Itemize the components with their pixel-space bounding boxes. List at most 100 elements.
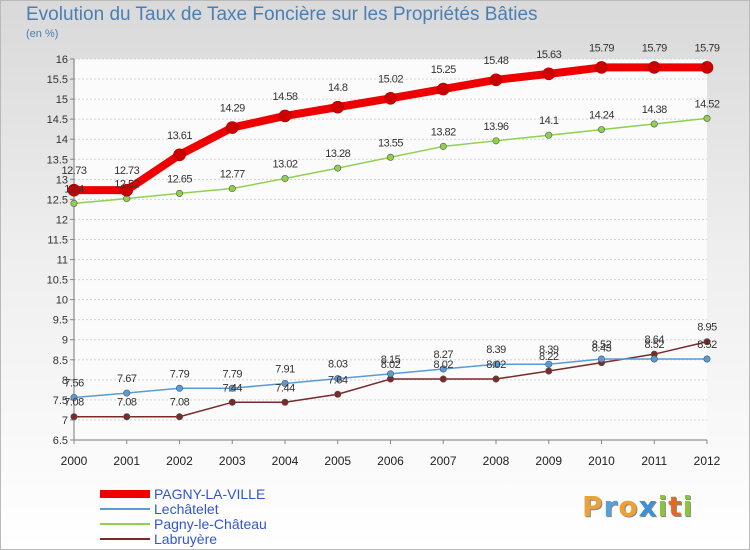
y-tick-label: 12.5 xyxy=(47,194,68,206)
logo-letter: t xyxy=(668,490,683,523)
data-label: 7.44 xyxy=(223,382,243,394)
data-point xyxy=(436,82,450,96)
data-point xyxy=(439,365,447,373)
legend-item: PAGNY-LA-VILLE xyxy=(100,486,267,501)
data-label: 14.1 xyxy=(539,115,559,127)
data-label: 13.61 xyxy=(167,130,192,142)
legend: PAGNY-LA-VILLE Lechâtelet Pagny-le-Château… xyxy=(100,486,267,546)
legend-label: Pagny-le-Château xyxy=(154,515,267,532)
data-label: 13.82 xyxy=(431,126,456,138)
data-label: 8.27 xyxy=(434,349,454,361)
logo-letter: x xyxy=(638,490,658,523)
data-label: 12.65 xyxy=(167,173,192,185)
data-point xyxy=(331,100,345,114)
data-label: 8.39 xyxy=(486,344,506,356)
x-tick-label: 2001 xyxy=(113,454,140,468)
data-label: 8.15 xyxy=(381,354,401,366)
y-tick-label: 8.5 xyxy=(53,355,68,367)
data-label: 7.91 xyxy=(275,363,295,375)
y-tick-label: 13.5 xyxy=(47,154,68,166)
data-label: 13.55 xyxy=(378,137,403,149)
x-tick-label: 2010 xyxy=(588,454,615,468)
logo-letter: o xyxy=(618,490,639,523)
data-point xyxy=(120,183,134,197)
data-point xyxy=(492,360,500,368)
data-point xyxy=(597,126,605,134)
data-label: 14.8 xyxy=(328,82,348,94)
data-label: 14.29 xyxy=(220,103,245,115)
legend-swatch xyxy=(100,523,150,526)
y-tick-label: 10 xyxy=(56,295,68,307)
data-label: 8.39 xyxy=(539,344,559,356)
y-tick-label: 13 xyxy=(56,174,68,186)
legend-swatch xyxy=(100,490,150,499)
data-point xyxy=(597,355,605,363)
logo-letter: i xyxy=(657,490,669,523)
data-point xyxy=(281,398,289,406)
data-point xyxy=(595,61,608,74)
y-tick-label: 14 xyxy=(56,134,68,146)
y-tick-label: 7.5 xyxy=(53,395,68,407)
data-label: 8.22 xyxy=(539,351,559,363)
data-label: 8.43 xyxy=(592,343,612,355)
data-point xyxy=(492,375,500,383)
data-label: 7.08 xyxy=(117,397,137,409)
x-tick-label: 2005 xyxy=(324,454,351,468)
data-label: 8.95 xyxy=(697,322,717,334)
x-tick-label: 2004 xyxy=(272,454,299,468)
x-tick-label: 2007 xyxy=(430,454,457,468)
legend-item: Lechâtelet xyxy=(100,501,267,516)
data-label: 7.79 xyxy=(223,368,243,380)
data-point xyxy=(650,355,658,363)
data-label: 15.48 xyxy=(483,55,508,67)
data-label: 7.08 xyxy=(170,397,190,409)
data-point xyxy=(489,73,503,87)
data-point xyxy=(123,389,131,397)
y-tick-label: 16 xyxy=(56,54,68,66)
y-tick-label: 14.5 xyxy=(47,114,68,126)
data-point xyxy=(334,375,342,383)
y-tick-label: 9.5 xyxy=(53,315,68,327)
data-label: 12.77 xyxy=(220,169,245,181)
logo-letter: i xyxy=(682,490,694,523)
data-point xyxy=(647,61,661,74)
data-point xyxy=(703,338,711,346)
legend-swatch xyxy=(100,538,150,541)
data-label: 15.79 xyxy=(589,42,614,54)
data-point xyxy=(545,131,553,139)
data-point xyxy=(67,183,81,197)
y-tick-label: 15.5 xyxy=(47,74,68,86)
data-point xyxy=(545,360,553,368)
data-point xyxy=(176,413,184,421)
data-label: 8.02 xyxy=(434,359,454,371)
data-label: 7.44 xyxy=(275,382,295,394)
data-point xyxy=(228,398,236,406)
data-label: 15.25 xyxy=(431,64,456,76)
y-tick-label: 15 xyxy=(56,94,68,106)
data-point xyxy=(173,148,186,162)
legend-label: Labruyère xyxy=(154,530,218,547)
x-tick-label: 2009 xyxy=(535,454,562,468)
chart-title: Evolution du Taux de Taxe Foncière sur l… xyxy=(26,4,538,25)
data-point xyxy=(123,413,131,421)
data-label: 13.28 xyxy=(325,148,350,160)
data-point xyxy=(70,393,78,401)
data-label: 8.64 xyxy=(645,334,665,346)
data-point xyxy=(176,189,184,197)
data-point xyxy=(278,109,292,123)
data-label: 14.52 xyxy=(694,98,719,110)
data-label: 8.52 xyxy=(592,339,612,351)
data-label: 15.79 xyxy=(642,42,667,54)
data-label: 13.02 xyxy=(272,159,297,171)
data-point xyxy=(384,92,397,105)
data-label: 7.79 xyxy=(170,368,190,380)
data-label: 13.96 xyxy=(483,121,508,133)
y-tick-label: 9 xyxy=(62,335,68,347)
data-point xyxy=(542,67,556,81)
data-point xyxy=(225,121,239,134)
data-label: 7.08 xyxy=(64,397,84,409)
data-label: 12.4 xyxy=(64,183,84,195)
data-point xyxy=(492,137,500,145)
y-tick-label: 11 xyxy=(57,255,68,267)
data-label: 8.52 xyxy=(697,339,717,351)
